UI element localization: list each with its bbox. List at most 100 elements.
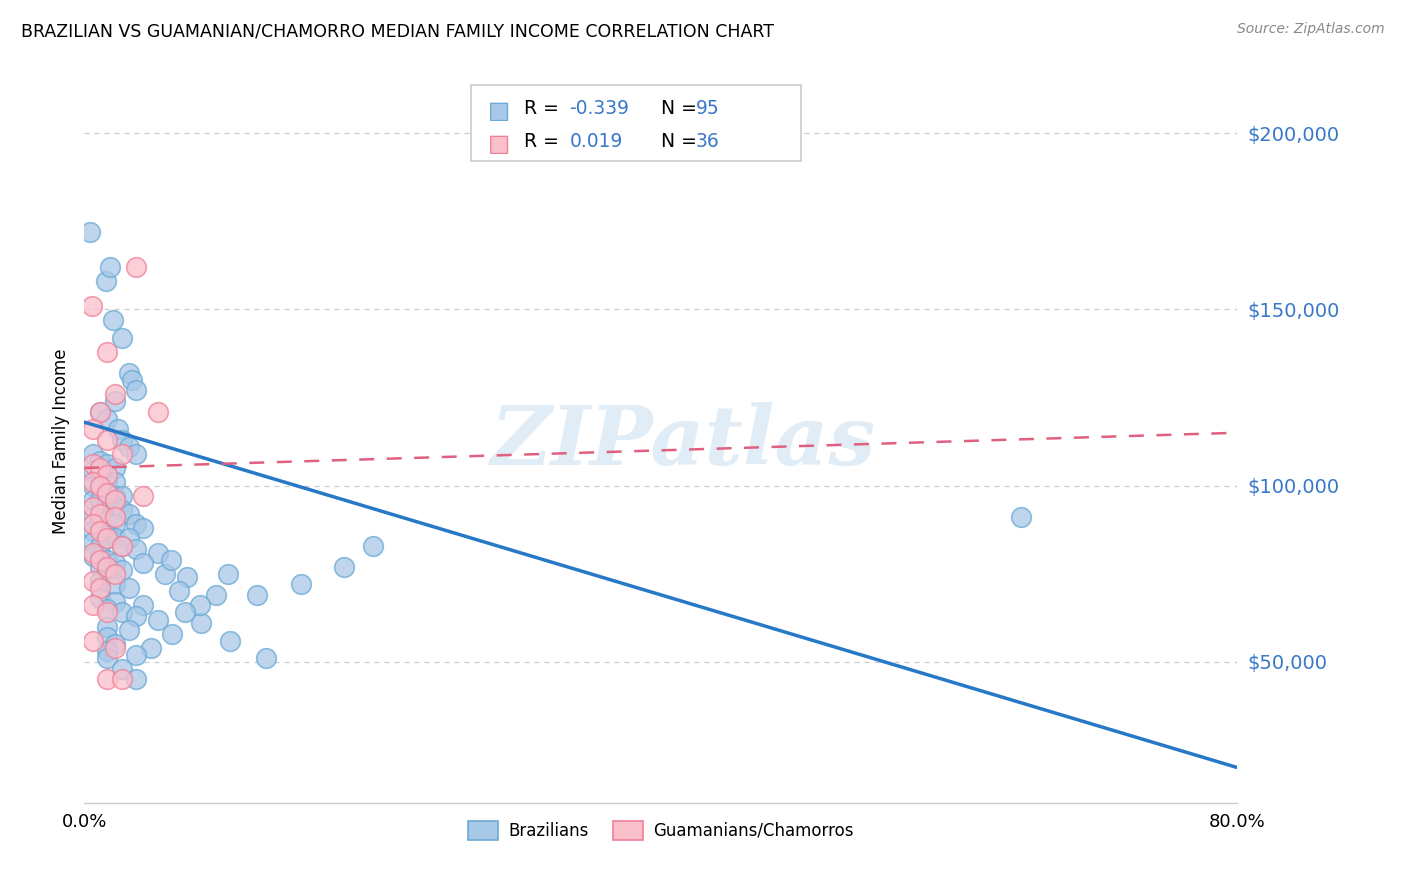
Point xyxy=(125,542,148,557)
Point xyxy=(96,644,118,658)
Text: 0.019: 0.019 xyxy=(569,132,623,151)
Point xyxy=(89,404,111,418)
Text: 95: 95 xyxy=(696,99,720,118)
Point xyxy=(111,662,134,676)
Point xyxy=(190,615,212,630)
Point xyxy=(111,539,134,553)
Point xyxy=(82,633,104,648)
Point xyxy=(96,485,118,500)
Point xyxy=(89,574,111,588)
Point xyxy=(96,606,118,620)
Point xyxy=(107,422,129,436)
Text: BRAZILIAN VS GUAMANIAN/CHAMORRO MEDIAN FAMILY INCOME CORRELATION CHART: BRAZILIAN VS GUAMANIAN/CHAMORRO MEDIAN F… xyxy=(21,22,775,40)
Text: N =: N = xyxy=(661,99,703,118)
Point xyxy=(82,492,104,507)
Point xyxy=(153,566,176,581)
Point xyxy=(125,384,148,398)
Point xyxy=(125,673,148,687)
Point xyxy=(254,651,277,665)
Point xyxy=(103,313,124,327)
Point xyxy=(89,468,111,483)
Point xyxy=(96,475,118,489)
Point xyxy=(146,404,169,418)
Point xyxy=(132,599,155,613)
Point xyxy=(89,482,111,496)
Point xyxy=(89,524,111,539)
Point xyxy=(121,373,143,387)
Point xyxy=(162,626,184,640)
Point xyxy=(125,648,148,662)
Point xyxy=(104,517,127,532)
Point xyxy=(82,500,104,514)
Point xyxy=(89,454,111,468)
Point xyxy=(89,524,111,539)
Point xyxy=(96,559,118,574)
Point xyxy=(96,630,118,644)
Point xyxy=(82,517,104,532)
Text: □: □ xyxy=(488,132,510,156)
Point xyxy=(111,433,134,447)
Point xyxy=(104,556,127,570)
Point xyxy=(104,566,127,581)
Point xyxy=(82,549,104,563)
Point xyxy=(333,559,356,574)
Point xyxy=(82,422,104,436)
Text: R =: R = xyxy=(524,132,571,151)
Point xyxy=(290,577,312,591)
Text: 36: 36 xyxy=(696,132,720,151)
Point xyxy=(96,673,118,687)
Point xyxy=(89,539,111,553)
Point xyxy=(89,478,111,492)
Y-axis label: Median Family Income: Median Family Income xyxy=(52,349,70,534)
Point xyxy=(111,489,134,503)
Point xyxy=(118,623,141,637)
Point xyxy=(160,552,183,566)
Point xyxy=(82,524,104,539)
Text: -0.339: -0.339 xyxy=(569,99,630,118)
Point xyxy=(118,440,141,454)
Point xyxy=(111,539,134,553)
Point xyxy=(89,514,111,528)
Point xyxy=(176,570,198,584)
Point xyxy=(82,510,104,524)
Point xyxy=(118,581,141,595)
Point xyxy=(118,507,141,521)
Point xyxy=(89,552,111,566)
Point xyxy=(104,637,127,651)
Point xyxy=(146,613,169,627)
Point xyxy=(118,366,141,380)
Text: R =: R = xyxy=(524,99,565,118)
Point xyxy=(104,461,127,475)
Point xyxy=(218,566,240,581)
Point xyxy=(96,532,118,546)
Point xyxy=(125,609,148,624)
Point xyxy=(79,225,101,239)
Point xyxy=(96,485,118,500)
Point xyxy=(104,500,127,514)
Point xyxy=(104,640,127,655)
Point xyxy=(89,507,111,521)
Text: ZIPatlas: ZIPatlas xyxy=(491,401,876,482)
Point xyxy=(125,447,148,461)
Point xyxy=(219,633,242,648)
Text: ■: ■ xyxy=(488,99,510,123)
Point xyxy=(89,549,111,563)
Point xyxy=(82,545,104,559)
Point xyxy=(104,510,127,524)
Text: □: □ xyxy=(488,99,510,123)
Point xyxy=(104,394,127,409)
Point xyxy=(96,651,118,665)
Point xyxy=(89,581,111,595)
Point xyxy=(82,535,104,549)
Point xyxy=(104,577,127,591)
Point xyxy=(132,489,155,503)
Point xyxy=(89,591,111,606)
Point xyxy=(188,599,211,613)
Point xyxy=(98,260,121,274)
Point xyxy=(82,458,104,472)
Point xyxy=(139,640,162,655)
Point xyxy=(96,433,118,447)
Point xyxy=(146,545,169,559)
Point xyxy=(96,458,118,472)
Point xyxy=(104,489,127,503)
